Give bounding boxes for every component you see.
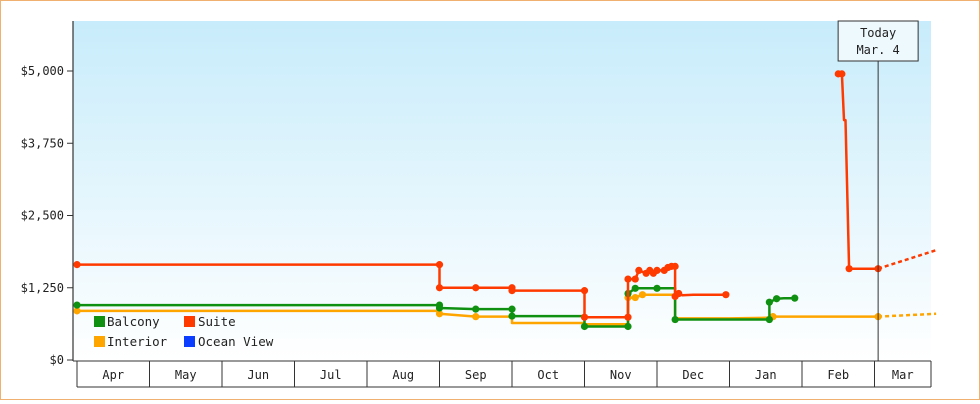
x-month-label: Feb <box>827 368 849 382</box>
data-point-suite <box>635 266 643 275</box>
x-month-label: Nov <box>610 368 632 382</box>
data-point-balcony <box>508 312 516 320</box>
series-layer <box>73 70 937 331</box>
series-projection-interior <box>878 312 937 318</box>
legend-label-suite: Suite <box>198 314 236 329</box>
data-point-suite <box>671 262 679 270</box>
data-point-balcony <box>472 305 480 313</box>
data-point-suite <box>435 284 444 292</box>
data-point-balcony <box>653 284 661 292</box>
x-month-label: Dec <box>682 368 704 382</box>
data-point-interior <box>638 291 647 299</box>
today-box <box>837 20 919 62</box>
data-point-balcony <box>435 304 444 312</box>
data-point-balcony <box>624 322 632 331</box>
data-point-balcony <box>580 322 589 331</box>
legend-swatch-ocean-view <box>184 336 195 347</box>
data-point-balcony <box>765 298 773 306</box>
data-point-suite <box>435 261 444 269</box>
y-tick-label: $5,000 <box>21 64 64 78</box>
y-tick-label: $2,500 <box>21 209 64 223</box>
x-month-label: Mar <box>892 368 914 382</box>
today-marker: Today Mar. 4 <box>837 20 919 361</box>
data-point-interior <box>631 293 639 302</box>
x-month-label: Jul <box>320 368 342 382</box>
y-axis: $0 $1,250 $2,500 $3,750 $5,000 <box>21 21 74 367</box>
x-month-label: Apr <box>102 368 124 382</box>
legend-label-balcony: Balcony <box>107 314 160 329</box>
legend-swatch-balcony <box>94 316 105 327</box>
data-point-balcony <box>791 294 799 302</box>
legend-label-ocean-view: Ocean View <box>198 334 274 349</box>
data-point-balcony <box>631 284 639 292</box>
data-point-suite <box>838 70 846 78</box>
data-point-balcony <box>508 305 516 313</box>
data-point-suite <box>580 287 589 295</box>
legend-label-interior: Interior <box>107 334 168 349</box>
x-month-label: Jan <box>755 368 777 382</box>
x-month-label: May <box>175 368 197 382</box>
today-date: Mar. 4 <box>856 43 899 57</box>
data-point-interior <box>472 313 480 321</box>
data-point-balcony <box>765 315 773 324</box>
data-point-suite <box>624 275 632 283</box>
data-point-suite <box>675 289 683 298</box>
x-month-label: Oct <box>537 368 559 382</box>
data-point-suite <box>580 313 589 321</box>
data-point-suite <box>508 287 516 295</box>
x-month-label: Jun <box>247 368 269 382</box>
data-point-suite <box>472 284 480 292</box>
y-tick-label: $3,750 <box>21 136 64 150</box>
data-point-suite <box>631 275 639 283</box>
data-point-interior <box>435 310 444 318</box>
series-projection-suite <box>877 249 937 270</box>
x-month-label: Aug <box>392 368 414 382</box>
data-point-balcony <box>671 315 679 324</box>
data-point-suite <box>653 266 661 275</box>
x-axis: Apr May Jun Jul Aug Sep Oct Nov Dec Jan Feb Mar <box>73 360 932 388</box>
today-label: Today <box>860 26 896 40</box>
data-point-balcony <box>773 295 781 303</box>
legend-swatch-suite <box>184 316 195 327</box>
data-point-balcony <box>73 301 81 309</box>
data-point-suite <box>845 265 853 273</box>
data-point-suite <box>624 313 632 321</box>
data-point-suite <box>73 261 81 269</box>
legend: Balcony Suite Interior Ocean View <box>94 314 274 349</box>
legend-swatch-interior <box>94 336 105 347</box>
data-point-suite <box>722 291 730 299</box>
x-month-label: Sep <box>465 368 487 382</box>
data-point-interior <box>73 307 81 315</box>
y-tick-label: $1,250 <box>21 281 64 295</box>
y-tick-label: $0 <box>50 353 64 367</box>
